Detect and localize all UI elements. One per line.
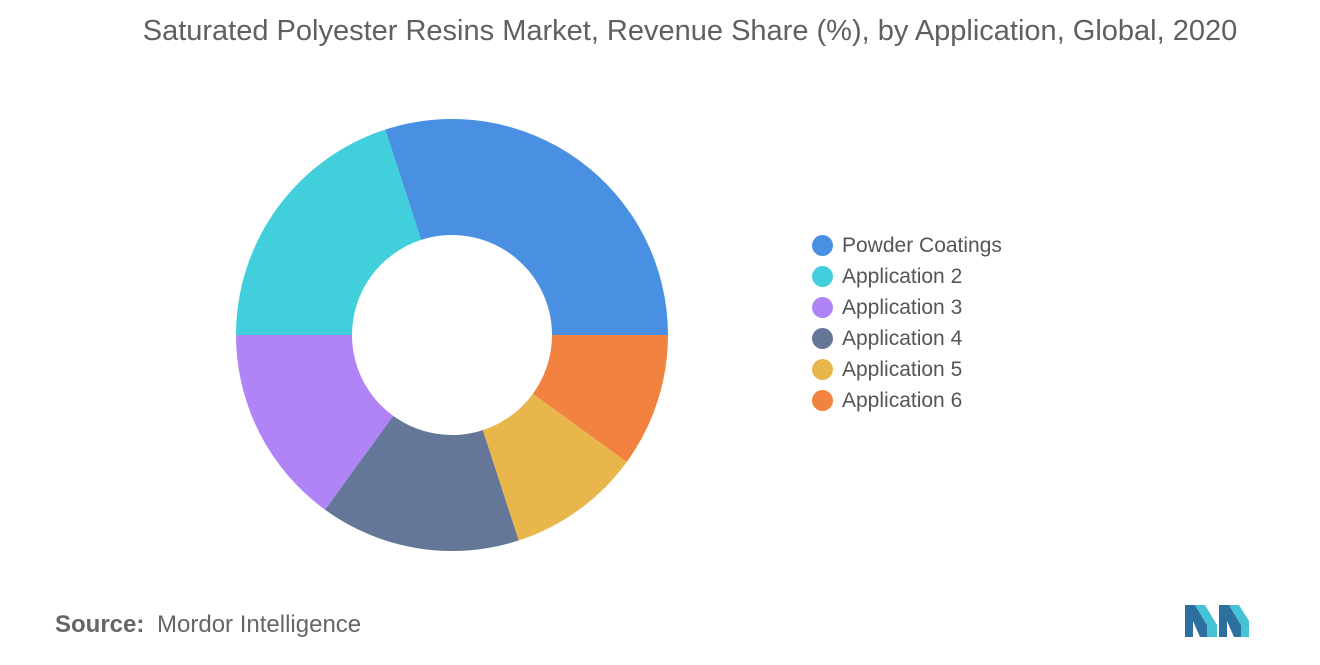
legend-item-1: Powder Coatings bbox=[812, 230, 1002, 261]
legend-label: Powder Coatings bbox=[842, 233, 1002, 257]
donut-slice-4 bbox=[325, 415, 519, 551]
legend-label: Application 2 bbox=[842, 264, 963, 288]
legend-item-4: Application 4 bbox=[812, 323, 1002, 354]
source-text: Mordor Intelligence bbox=[157, 611, 362, 638]
legend-item-3: Application 3 bbox=[812, 292, 1002, 323]
legend-label: Application 4 bbox=[842, 326, 963, 350]
legend-swatch bbox=[812, 297, 833, 318]
legend-swatch bbox=[812, 359, 833, 380]
donut-slice-5 bbox=[482, 393, 627, 541]
donut-slice-2 bbox=[236, 129, 422, 335]
legend-item-2: Application 2 bbox=[812, 261, 1002, 292]
legend-label: Application 6 bbox=[842, 388, 963, 412]
mordor-intelligence-logo-icon bbox=[1185, 605, 1249, 637]
donut-slice-1 bbox=[385, 119, 668, 335]
legend-swatch bbox=[812, 266, 833, 287]
donut-slice-3 bbox=[236, 335, 394, 510]
donut-slices bbox=[236, 119, 668, 551]
legend-label: Application 3 bbox=[842, 295, 963, 319]
donut-slice-6 bbox=[532, 335, 668, 462]
source-prefix: Source: bbox=[55, 611, 145, 638]
chart-title: Saturated Polyester Resins Market, Reven… bbox=[142, 15, 1238, 47]
legend-swatch bbox=[812, 390, 833, 411]
legend-label: Application 5 bbox=[842, 357, 963, 381]
legend-item-5: Application 5 bbox=[812, 354, 1002, 385]
source-note: Source: Mordor Intelligence bbox=[55, 611, 361, 639]
legend-swatch bbox=[812, 328, 833, 349]
legend-swatch bbox=[812, 235, 833, 256]
chart-legend: Powder Coatings Application 2 Application … bbox=[812, 230, 1002, 416]
legend-item-6: Application 6 bbox=[812, 385, 1002, 416]
